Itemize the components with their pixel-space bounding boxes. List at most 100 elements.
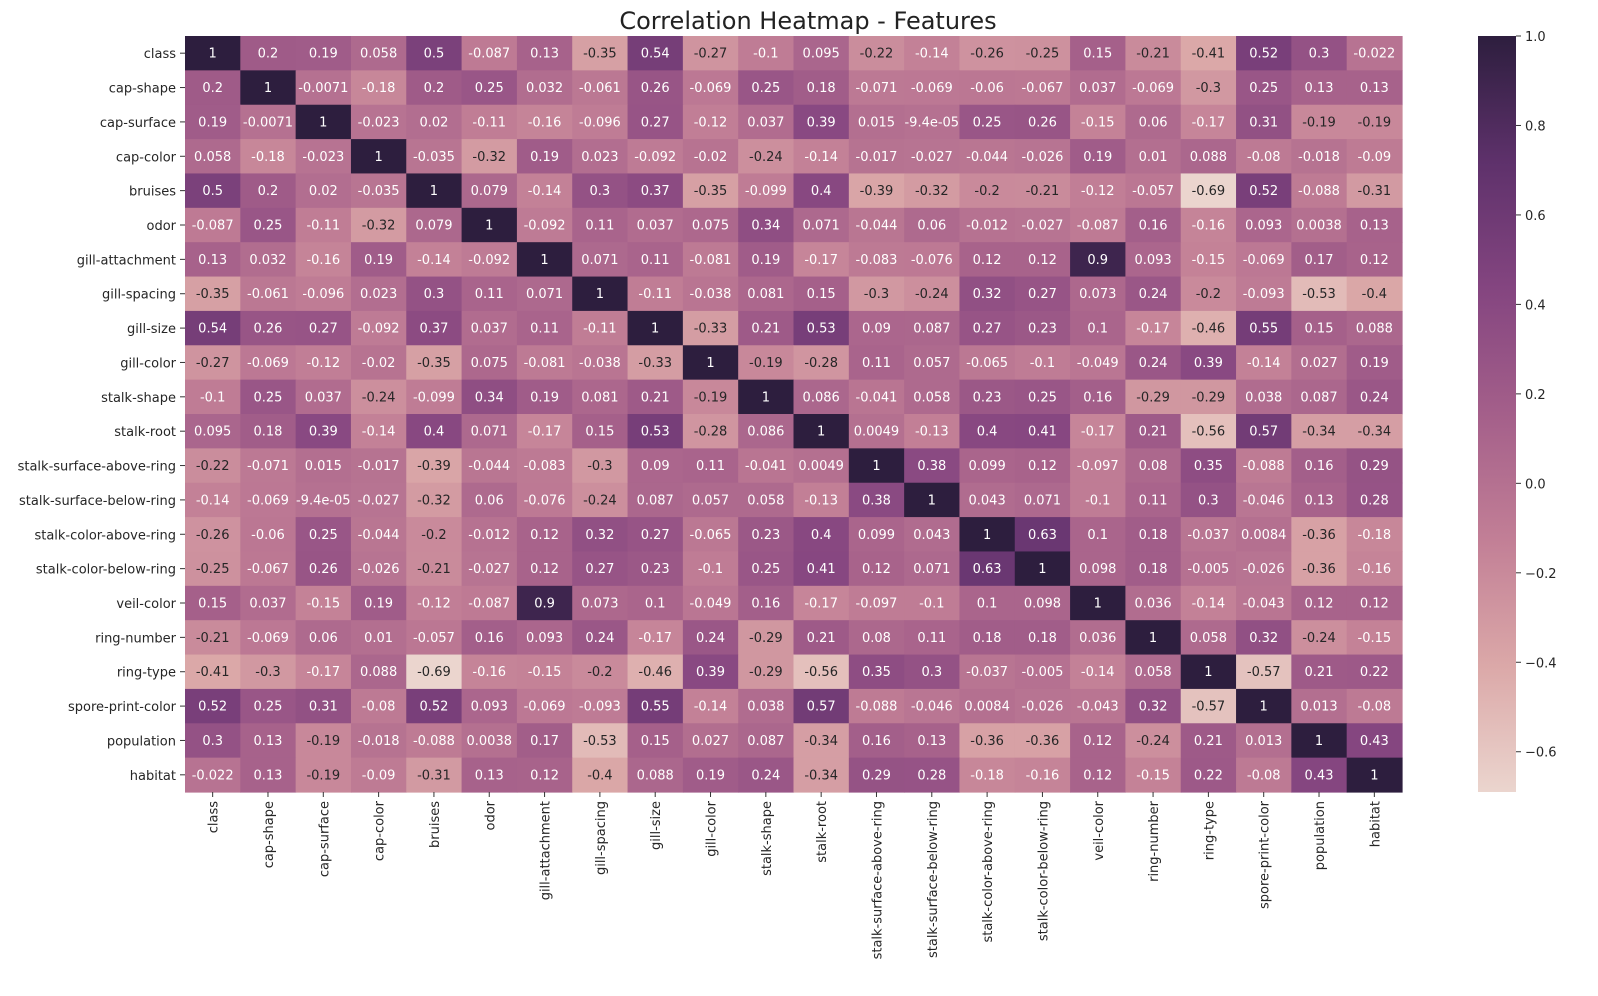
- heatmap-cell: [959, 517, 1016, 553]
- heatmap-cell: [959, 654, 1016, 690]
- heatmap-cell: [848, 139, 905, 175]
- cell-value-label: -0.044: [856, 219, 898, 234]
- cell-value-label: -0.28: [694, 425, 728, 440]
- cell-value-label: 0.0038: [467, 734, 513, 749]
- cell-value-label: -0.092: [524, 219, 566, 234]
- cell-value-label: -0.067: [247, 562, 289, 577]
- x-tick-label: class: [207, 801, 222, 833]
- cell-value-label: -0.071: [856, 81, 898, 96]
- heatmap-cell: [1180, 242, 1237, 278]
- heatmap-cell: [572, 757, 629, 793]
- cell-value-label: -0.2: [587, 665, 612, 680]
- cell-value-label: 0.071: [526, 287, 563, 302]
- heatmap-cell: [682, 414, 739, 449]
- cell-value-label: -0.018: [358, 734, 400, 749]
- colorbar-tick-label: 0.6: [1525, 209, 1546, 224]
- heatmap-cell: [1346, 276, 1403, 312]
- cell-value-label: -0.037: [1187, 528, 1229, 543]
- cell-value-label: -0.17: [528, 425, 562, 440]
- heatmap-cell: [848, 345, 905, 381]
- heatmap-cell: [1070, 379, 1127, 415]
- cell-value-label: 0.24: [1139, 356, 1168, 371]
- heatmap-cell: [461, 242, 518, 278]
- heatmap-cell: [1291, 723, 1348, 759]
- heatmap-cell: [1346, 654, 1403, 690]
- x-tick-label: gill-attachment: [539, 801, 554, 900]
- heatmap-cell: [295, 276, 352, 312]
- cell-value-label: 1: [1315, 734, 1323, 749]
- cell-value-label: 0.0084: [964, 700, 1010, 715]
- heatmap-cell: [185, 723, 241, 759]
- heatmap-cell: [1125, 139, 1182, 175]
- y-tick-label: cap-shape: [109, 82, 176, 97]
- cell-value-label: -0.19: [694, 390, 728, 405]
- heatmap-cell: [1291, 36, 1348, 71]
- y-axis: class cap-shape cap-surface cap-color bruise…: [18, 47, 185, 784]
- heatmap-cell: [185, 173, 241, 209]
- heatmap-cell: [738, 620, 795, 656]
- heatmap-cell: [738, 757, 795, 793]
- x-tick-label: ring-type: [1202, 801, 1217, 860]
- cell-value-label: 0.16: [475, 631, 504, 646]
- cell-value-label: -0.022: [1353, 47, 1395, 62]
- cell-value-label: 0.18: [807, 81, 836, 96]
- cell-value-label: 0.037: [747, 115, 784, 130]
- cell-value-label: -0.13: [804, 493, 838, 508]
- heatmap-cell: [1236, 414, 1292, 449]
- cell-value-label: -0.22: [860, 47, 894, 62]
- cell-value-label: 0.071: [1024, 493, 1061, 508]
- cell-value-label: -0.088: [1298, 184, 1340, 199]
- colorbar-tick-label: 1.0: [1525, 30, 1546, 45]
- heatmap-cell: [1291, 551, 1348, 587]
- cell-value-label: 0.38: [917, 459, 946, 474]
- heatmap-cell: [1014, 448, 1071, 484]
- cell-value-label: 0.16: [862, 734, 891, 749]
- heatmap-cell: [848, 207, 905, 243]
- cell-value-label: -0.043: [1243, 597, 1285, 612]
- heatmap-cell: [295, 688, 352, 724]
- cell-value-label: 1: [1038, 562, 1046, 577]
- cell-value-label: 0.18: [973, 631, 1002, 646]
- cell-value-label: -0.26: [196, 528, 230, 543]
- colorbar-tick-label: 0.4: [1525, 298, 1546, 313]
- cell-value-label: 0.19: [1083, 150, 1112, 165]
- heatmap-cell: [516, 482, 573, 518]
- cell-value-label: 0.058: [747, 493, 784, 508]
- cell-value-label: 0.37: [641, 184, 670, 199]
- cell-value-label: -0.24: [1136, 734, 1170, 749]
- cell-value-label: -0.36: [1026, 734, 1060, 749]
- heatmap-cell: [1014, 345, 1071, 381]
- cell-value-label: -0.34: [1358, 425, 1392, 440]
- cell-value-label: 0.34: [475, 390, 504, 405]
- heatmap-cell: [1070, 414, 1127, 449]
- cell-value-label: 0.4: [811, 184, 832, 199]
- heatmap-cell: [738, 276, 795, 312]
- x-tick-label: cap-surface: [317, 801, 332, 877]
- heatmap-cell: [240, 173, 297, 209]
- cell-value-label: -0.46: [1192, 322, 1226, 337]
- heatmap-cell: [461, 723, 518, 759]
- cell-value-label: -0.16: [528, 115, 562, 130]
- cell-value-label: -0.1: [698, 562, 723, 577]
- cell-value-label: 0.2: [424, 81, 445, 96]
- heatmap-cell: [959, 620, 1016, 656]
- heatmap-cell: [1180, 585, 1237, 621]
- cell-value-label: 0.32: [973, 287, 1002, 302]
- cell-value-label: 0.19: [530, 150, 559, 165]
- cell-value-label: -0.16: [472, 665, 506, 680]
- cell-value-label: 0.01: [1139, 150, 1168, 165]
- cell-value-label: 0.34: [751, 219, 780, 234]
- heatmap-cell: [1291, 379, 1348, 415]
- heatmap-cell: [295, 517, 352, 553]
- heatmap-cell: [738, 414, 795, 449]
- heatmap-cell: [350, 104, 407, 140]
- heatmap-cell: [1014, 723, 1071, 759]
- heatmap-cell: [1014, 654, 1071, 690]
- heatmap-cell-labels: 1 0.2 0.19 0.058 0.5 -0.087 0.13 -0.35 0.54 -0.27…: [192, 47, 1396, 784]
- heatmap-cell: [1014, 70, 1071, 106]
- cell-value-label: 0.071: [913, 562, 950, 577]
- cell-value-label: -0.012: [966, 219, 1008, 234]
- cell-value-label: 0.39: [309, 425, 338, 440]
- cell-value-label: -0.11: [638, 287, 672, 302]
- cell-value-label: -0.39: [417, 459, 451, 474]
